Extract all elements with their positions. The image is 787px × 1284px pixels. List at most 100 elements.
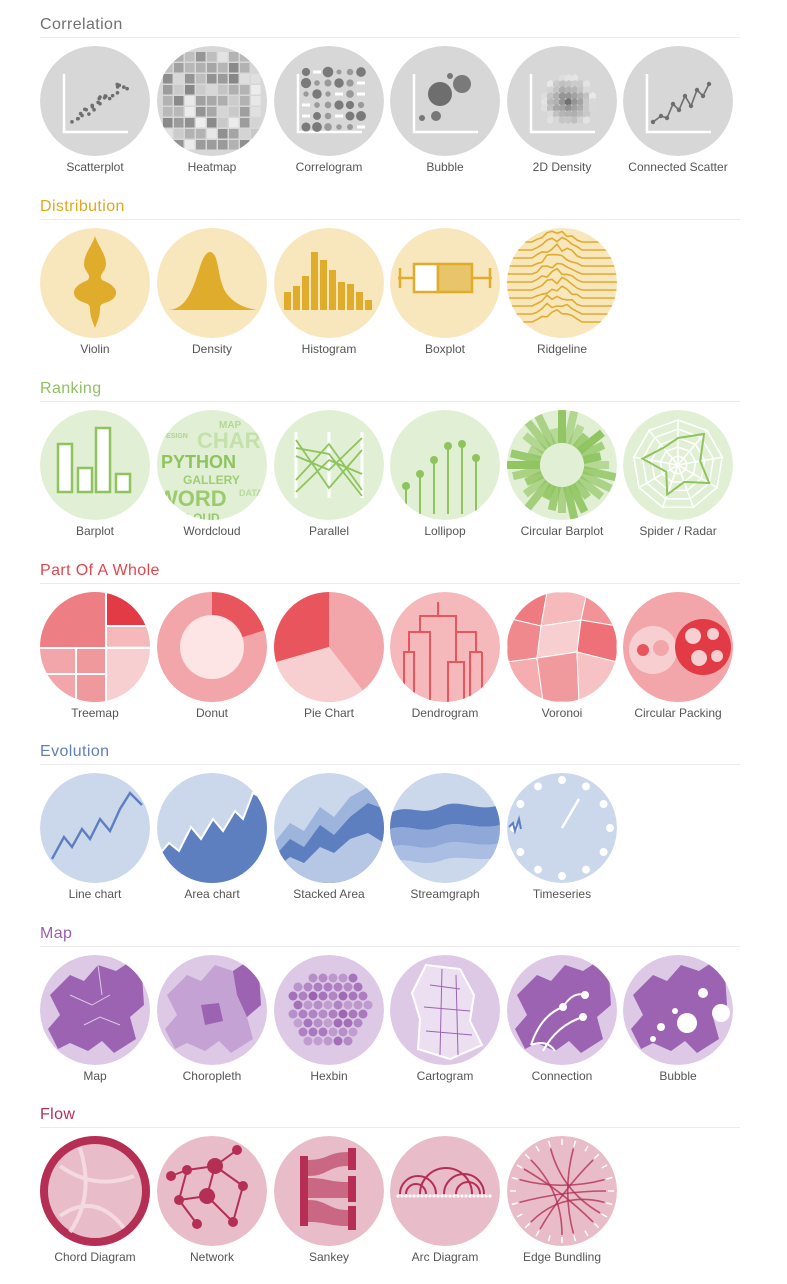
cartogram-icon[interactable] — [390, 955, 500, 1065]
chart-card-label[interactable]: Ridgeline — [536, 342, 588, 356]
chart-card-label[interactable]: Connection — [531, 1069, 593, 1083]
chart-card[interactable]: Parallel — [274, 410, 384, 538]
chart-card[interactable]: Donut — [157, 592, 267, 720]
wordcloud-icon[interactable]: MAP CHART PYTHON GALLERY WORD CLOUD DESIGN DATA — [157, 410, 267, 520]
chart-card[interactable]: Lollipop — [390, 410, 500, 538]
chart-card[interactable]: Streamgraph — [390, 773, 500, 901]
violin-icon[interactable] — [40, 228, 150, 338]
chart-card[interactable]: Correlogram — [274, 46, 384, 174]
chord-diagram-icon[interactable] — [40, 1136, 150, 1246]
circular-packing-icon[interactable] — [623, 592, 733, 702]
chart-card[interactable]: Voronoi — [507, 592, 617, 720]
chart-card[interactable]: Arc Diagram — [390, 1136, 500, 1264]
choropleth-icon[interactable] — [157, 955, 267, 1065]
chart-card[interactable]: Spider / Radar — [623, 410, 733, 538]
chart-card[interactable]: Circular Barplot — [507, 410, 617, 538]
chart-card[interactable]: Sankey — [274, 1136, 384, 1264]
chart-card-label[interactable]: Density — [191, 342, 232, 356]
chart-card[interactable]: Violin — [40, 228, 150, 356]
chart-card-label[interactable]: Violin — [80, 342, 110, 356]
line-chart-icon[interactable] — [40, 773, 150, 883]
map-bubble-icon[interactable] — [623, 955, 733, 1065]
chart-card[interactable]: Barplot — [40, 410, 150, 538]
map-icon[interactable] — [40, 955, 150, 1065]
chart-card-label[interactable]: Bubble — [426, 160, 464, 174]
chart-card-label[interactable]: Cartogram — [416, 1069, 474, 1083]
chart-card-label[interactable]: Network — [189, 1250, 234, 1264]
histogram-icon[interactable] — [274, 228, 384, 338]
chart-card-label[interactable]: Correlogram — [295, 160, 363, 174]
chart-card[interactable]: Choropleth — [157, 955, 267, 1083]
chart-card-label[interactable]: Pie Chart — [303, 706, 355, 720]
lollipop-icon[interactable] — [390, 410, 500, 520]
chart-card[interactable]: Circular Packing — [623, 592, 733, 720]
arc-diagram-icon[interactable] — [390, 1136, 500, 1246]
chart-card-label[interactable]: Edge Bundling — [522, 1250, 602, 1264]
chart-card-label[interactable]: Donut — [195, 706, 229, 720]
chart-card[interactable]: Connected Scatter — [623, 46, 733, 174]
chart-card[interactable]: Ridgeline — [507, 228, 617, 356]
chart-card[interactable]: Dendrogram — [390, 592, 500, 720]
chart-card-label[interactable]: Streamgraph — [410, 887, 480, 901]
boxplot-icon[interactable] — [390, 228, 500, 338]
circular-barplot-icon[interactable] — [507, 410, 617, 520]
treemap-icon[interactable] — [40, 592, 150, 702]
chart-card[interactable]: Network — [157, 1136, 267, 1264]
chart-card[interactable]: Connection — [507, 955, 617, 1083]
chart-card[interactable]: Line chart — [40, 773, 150, 901]
chart-card[interactable]: Timeseries — [507, 773, 617, 901]
chart-card[interactable]: Area chart — [157, 773, 267, 901]
connection-icon[interactable] — [507, 955, 617, 1065]
chart-card[interactable]: Heatmap — [157, 46, 267, 174]
sankey-icon[interactable] — [274, 1136, 384, 1246]
chart-card[interactable]: 2D Density — [507, 46, 617, 174]
chart-card-label[interactable]: Scatterplot — [66, 160, 124, 174]
chart-card-label[interactable]: Stacked Area — [293, 887, 365, 901]
chart-card[interactable]: Scatterplot — [40, 46, 150, 174]
density-icon[interactable] — [157, 228, 267, 338]
parallel-icon[interactable] — [274, 410, 384, 520]
chart-card-label[interactable]: Barplot — [75, 524, 115, 538]
edge-bundling-icon[interactable] — [507, 1136, 617, 1246]
chart-card-label[interactable]: Heatmap — [187, 160, 237, 174]
chart-card-label[interactable]: Spider / Radar — [639, 524, 717, 538]
ridgeline-icon[interactable] — [507, 228, 617, 338]
chart-card-label[interactable]: Voronoi — [541, 706, 583, 720]
chart-card-label[interactable]: Arc Diagram — [411, 1250, 479, 1264]
chart-card-label[interactable]: Dendrogram — [411, 706, 479, 720]
chart-card[interactable]: Bubble — [623, 955, 733, 1083]
chart-card-label[interactable]: Timeseries — [532, 887, 592, 901]
chart-card-label[interactable]: Sankey — [308, 1250, 350, 1264]
chart-card-label[interactable]: Boxplot — [424, 342, 466, 356]
spider-radar-icon[interactable] — [623, 410, 733, 520]
chart-card-label[interactable]: Histogram — [301, 342, 357, 356]
chart-card[interactable]: Cartogram — [390, 955, 500, 1083]
streamgraph-icon[interactable] — [390, 773, 500, 883]
chart-card-label[interactable]: Treemap — [71, 706, 119, 720]
chart-card[interactable]: Histogram — [274, 228, 384, 356]
voronoi-icon[interactable] — [507, 592, 617, 702]
chart-card[interactable]: Density — [157, 228, 267, 356]
chart-card-label[interactable]: Choropleth — [182, 1069, 242, 1083]
bubble-icon[interactable] — [390, 46, 500, 156]
chart-card[interactable]: Boxplot — [390, 228, 500, 356]
hexbin-icon[interactable] — [274, 955, 384, 1065]
chart-card-label[interactable]: Line chart — [68, 887, 122, 901]
chart-card[interactable]: Bubble — [390, 46, 500, 174]
stacked-area-icon[interactable] — [274, 773, 384, 883]
chart-card-label[interactable]: Chord Diagram — [54, 1250, 136, 1264]
dendrogram-icon[interactable] — [390, 592, 500, 702]
connected-scatter-icon[interactable] — [623, 46, 733, 156]
chart-card[interactable]: MAP CHART PYTHON GALLERY WORD CLOUD DESIGN DATA… — [157, 410, 267, 538]
chart-card-label[interactable]: Circular Barplot — [520, 524, 604, 538]
chart-card[interactable]: Chord Diagram — [40, 1136, 150, 1264]
chart-card-label[interactable]: Parallel — [308, 524, 350, 538]
chart-card-label[interactable]: Connected Scatter — [628, 160, 728, 174]
chart-card-label[interactable]: Map — [83, 1069, 107, 1083]
chart-card-label[interactable]: Bubble — [659, 1069, 697, 1083]
chart-card[interactable]: Stacked Area — [274, 773, 384, 901]
chart-card-label[interactable]: Lollipop — [424, 524, 466, 538]
chart-card[interactable]: Hexbin — [274, 955, 384, 1083]
chart-card-label[interactable]: Hexbin — [310, 1069, 348, 1083]
chart-card[interactable]: Edge Bundling — [507, 1136, 617, 1264]
